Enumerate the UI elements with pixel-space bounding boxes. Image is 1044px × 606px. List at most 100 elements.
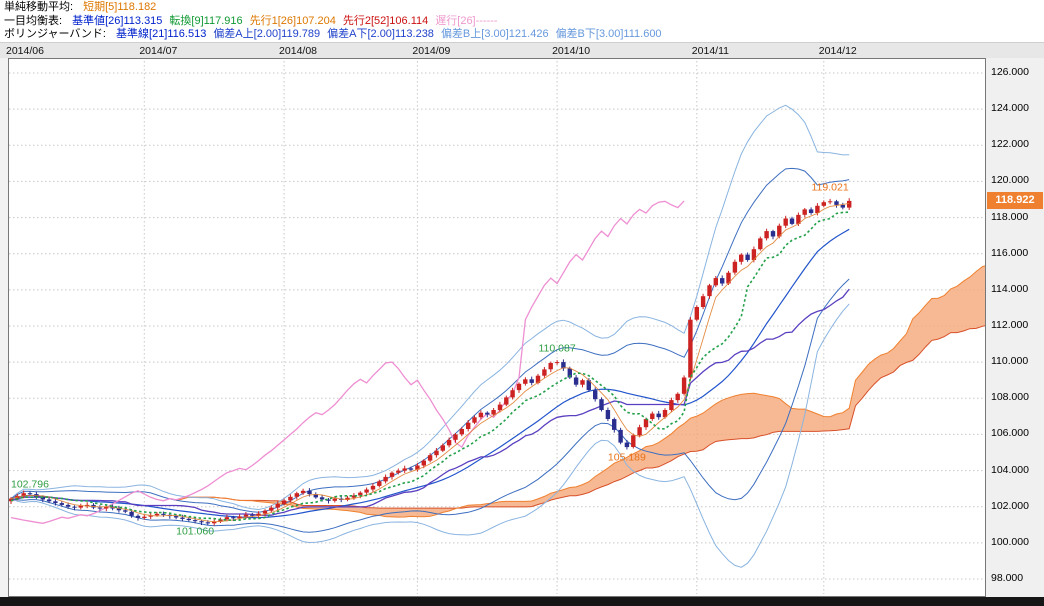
y-axis-price-label: 110.000 bbox=[991, 355, 1029, 368]
y-axis-price-label: 116.000 bbox=[991, 246, 1029, 259]
legend-ichimoku-value: 先行1[26]107.204 bbox=[249, 14, 336, 27]
candle-body bbox=[478, 412, 484, 418]
candle-body bbox=[669, 400, 674, 410]
candle-body bbox=[218, 519, 223, 522]
candle-body bbox=[542, 369, 547, 376]
y-axis-price-label: 114.000 bbox=[991, 282, 1029, 295]
legend-bollinger-value: 偏差A上[2.00]119.789 bbox=[213, 28, 321, 40]
y-axis-price-label: 122.000 bbox=[991, 138, 1029, 151]
candle-body bbox=[491, 410, 496, 415]
candle-body bbox=[523, 379, 528, 384]
candle-body bbox=[631, 435, 636, 447]
candle-body bbox=[142, 516, 147, 518]
legend-line-ichimoku: 一目均衡表: 基準値[26]113.315 転換[9]117.916 先行1[26]… bbox=[4, 15, 1044, 29]
candle-body bbox=[205, 522, 211, 524]
candle-body bbox=[161, 513, 166, 515]
candle-body bbox=[713, 278, 718, 286]
candle-body bbox=[485, 412, 490, 415]
price-annotation: 105.189 bbox=[608, 452, 646, 464]
candle-body bbox=[758, 238, 763, 250]
candle-body bbox=[802, 209, 807, 215]
legend-ichimoku-value: 先行2[52]106.114 bbox=[342, 14, 429, 27]
candle-body bbox=[453, 434, 458, 440]
candle-body bbox=[269, 507, 274, 511]
candle-body bbox=[675, 393, 680, 401]
candle-body bbox=[643, 419, 649, 428]
annotations-layer: 102.796 101.060 110.087 105.189 119.021 bbox=[11, 182, 849, 538]
legend-ichimoku-value: 基準値[26]113.315 bbox=[72, 14, 163, 27]
candle-body bbox=[243, 514, 249, 517]
legend-ichimoku-value: 転換[9]117.916 bbox=[169, 14, 243, 27]
candle-body bbox=[573, 377, 579, 385]
candle-body bbox=[97, 507, 103, 509]
candle-body bbox=[612, 419, 617, 430]
candle-body bbox=[231, 517, 236, 519]
candle-body bbox=[59, 503, 64, 505]
candle-body bbox=[624, 442, 630, 448]
y-axis-price-label: 100.000 bbox=[991, 535, 1029, 548]
y-axis-price-label: 108.000 bbox=[991, 391, 1029, 404]
x-axis-month-label: 2014/09 bbox=[412, 45, 451, 57]
candle-body bbox=[700, 296, 706, 307]
x-axis-month-label: 2014/06 bbox=[6, 45, 44, 57]
candle-body bbox=[358, 492, 363, 496]
y-axis-price-label: 112.000 bbox=[991, 319, 1029, 331]
candle-body bbox=[21, 493, 26, 496]
candle-body bbox=[681, 377, 687, 394]
y-axis-price-label: 124.000 bbox=[991, 102, 1029, 115]
price-axis[interactable]: 126.000 124.000 122.000 120.000 118.000 116.0… bbox=[986, 58, 1044, 597]
candle-body bbox=[427, 455, 433, 461]
candle-body bbox=[237, 516, 242, 519]
y-axis-price-label: 104.000 bbox=[991, 463, 1029, 476]
candle-body bbox=[180, 517, 185, 519]
candle-body bbox=[345, 497, 350, 500]
legend-bollinger-value: 基準線[21]116.513 bbox=[116, 28, 207, 40]
candle-body bbox=[650, 413, 655, 419]
candle-body bbox=[847, 200, 852, 208]
legend-sma-value: 短期[5]118.182 bbox=[83, 1, 157, 13]
price-chart: 102.796 101.060 110.087 105.189 119.021 bbox=[9, 61, 985, 594]
candle-body bbox=[415, 465, 420, 470]
candle-body bbox=[199, 521, 204, 523]
candle-body bbox=[351, 495, 357, 498]
time-axis[interactable]: 2014/06 2014/07 2014/08 2014/09 2014/10 2014/… bbox=[0, 42, 1044, 58]
legend-bollinger-value: 偏差B下[3.00]111.600 bbox=[555, 28, 662, 40]
candle-body bbox=[605, 410, 611, 419]
candle-body bbox=[154, 513, 160, 516]
chart-plot-area[interactable]: 102.796 101.060 110.087 105.189 119.021 bbox=[8, 58, 986, 597]
candle-body bbox=[300, 490, 306, 494]
candle-body bbox=[85, 504, 90, 506]
candle-body bbox=[726, 272, 731, 284]
candle-body bbox=[561, 362, 566, 369]
candle-body bbox=[408, 468, 414, 470]
candle-body bbox=[275, 504, 280, 508]
candle-body bbox=[745, 254, 750, 260]
candle-body bbox=[389, 472, 395, 477]
candle-body bbox=[834, 201, 839, 205]
candle-body bbox=[688, 319, 693, 378]
candle-body bbox=[281, 500, 287, 504]
price-annotation: 102.796 bbox=[11, 479, 49, 491]
candle-body bbox=[707, 285, 712, 297]
candle-body bbox=[567, 368, 572, 378]
candle-body bbox=[396, 470, 401, 473]
candle-body bbox=[116, 508, 122, 511]
candle-body bbox=[104, 506, 109, 509]
y-axis-price-label: 118.000 bbox=[991, 210, 1029, 223]
legend-bollinger-value: 偏差A下[2.00]113.238 bbox=[327, 28, 434, 40]
candle-body bbox=[364, 489, 369, 493]
candle-body bbox=[529, 379, 534, 383]
legend-line-sma: 単純移動平均: 短期[5]118.182 bbox=[4, 1, 1044, 15]
candles-layer bbox=[9, 198, 852, 526]
candle-body bbox=[472, 417, 477, 423]
candle-body bbox=[789, 218, 795, 224]
candle-body bbox=[377, 481, 382, 486]
candle-body bbox=[586, 380, 591, 391]
candle-body bbox=[434, 450, 439, 456]
candle-body bbox=[256, 513, 261, 516]
candle-body bbox=[764, 231, 769, 239]
y-axis-price-label: 126.000 bbox=[991, 66, 1029, 78]
candle-body bbox=[770, 231, 776, 237]
candle-body bbox=[421, 460, 426, 466]
candle-body bbox=[78, 505, 83, 508]
